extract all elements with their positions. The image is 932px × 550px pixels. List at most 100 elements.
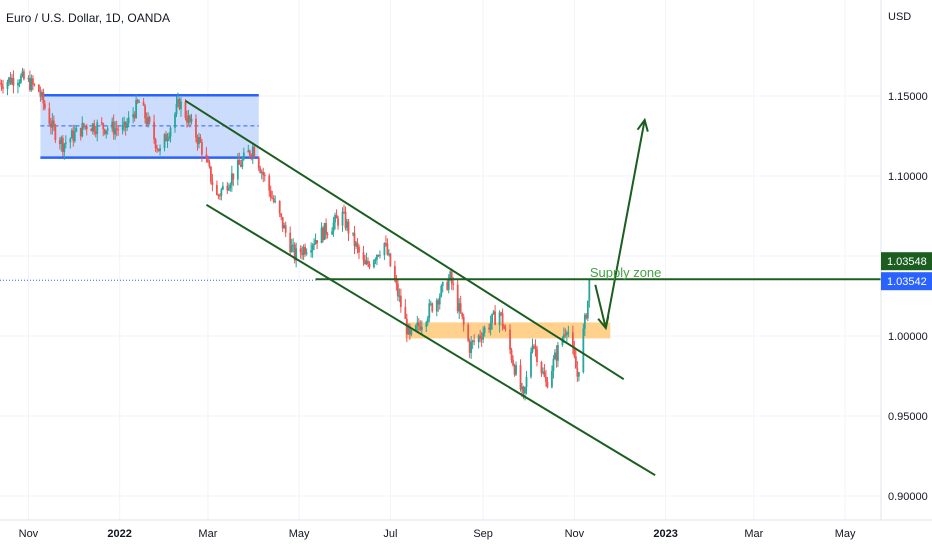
- lower-channel-line: [205, 203, 656, 477]
- candle-body: [343, 211, 345, 213]
- candle-body: [555, 352, 558, 361]
- candle-body: [331, 231, 333, 235]
- candle-body: [468, 340, 471, 353]
- candle-body: [229, 184, 232, 189]
- candle-body: [503, 326, 505, 329]
- candle-body: [42, 92, 45, 104]
- candle-body: [494, 311, 496, 326]
- candle-body: [154, 139, 157, 149]
- candle-body: [477, 335, 480, 342]
- candle-body: [96, 122, 99, 134]
- candle-body: [301, 252, 304, 256]
- candle-body: [169, 127, 172, 137]
- x-tick-label: Nov: [565, 528, 585, 540]
- candle-body: [177, 99, 179, 104]
- candle-body: [2, 86, 4, 89]
- candle-body: [396, 283, 399, 297]
- candle-body: [124, 121, 127, 128]
- candle-body: [576, 368, 579, 377]
- candle-body: [27, 78, 30, 80]
- candle-body: [283, 225, 286, 229]
- candle-body: [69, 138, 72, 143]
- candle-body: [353, 232, 356, 247]
- candle-body: [428, 303, 431, 319]
- candle-body: [268, 175, 271, 191]
- candle-body: [94, 132, 97, 134]
- candle-body: [449, 271, 452, 280]
- candle-body: [201, 142, 203, 155]
- candle-body: [73, 131, 76, 142]
- currency-label: USD: [888, 11, 911, 23]
- candle-body: [471, 340, 474, 343]
- y-tick-label: 1.15000: [888, 91, 928, 103]
- candle-body: [440, 285, 443, 297]
- candle-body: [6, 81, 9, 89]
- candle-body: [480, 338, 483, 340]
- candle-body: [284, 225, 287, 233]
- candle-body: [136, 99, 139, 103]
- candle-body: [524, 387, 526, 394]
- y-axis-labels: 1.150001.100001.050001.000000.950000.900…: [888, 91, 928, 503]
- candle-body: [346, 221, 348, 229]
- x-tick-label: Mar: [744, 528, 763, 540]
- candle-body: [521, 386, 523, 390]
- candle-body: [91, 123, 94, 132]
- candle-body: [142, 101, 145, 106]
- candle-body: [156, 148, 158, 150]
- candle-body: [456, 284, 459, 312]
- candle-body: [135, 99, 138, 118]
- candle-body: [404, 306, 407, 319]
- candle-body: [195, 118, 197, 138]
- candle-body: [63, 143, 66, 152]
- candle-body: [389, 253, 392, 267]
- candle-body: [215, 184, 218, 195]
- candle-body: [82, 123, 85, 128]
- candle-body: [281, 216, 284, 229]
- candle-body: [163, 134, 166, 149]
- candle-body: [159, 148, 161, 152]
- grid: [0, 0, 881, 520]
- projection-arrow-shaft: [604, 119, 646, 329]
- candle-body: [530, 351, 532, 377]
- candle-body: [12, 77, 15, 86]
- candle-body: [0, 83, 3, 87]
- candle-body: [310, 250, 313, 253]
- candle-body: [210, 166, 212, 182]
- x-tick-label: Jul: [383, 528, 397, 540]
- candle-body: [250, 155, 253, 157]
- candle-body: [462, 316, 465, 325]
- candle-body: [90, 129, 93, 132]
- candle-body: [513, 365, 516, 375]
- candle-body: [420, 327, 423, 330]
- candle-body: [467, 324, 470, 341]
- candle-body: [510, 349, 513, 361]
- candle-body: [355, 242, 357, 247]
- candle-body: [332, 222, 335, 232]
- candle-body: [79, 127, 82, 137]
- candle-body: [398, 295, 401, 297]
- candle-body: [272, 198, 275, 202]
- candle-body: [85, 126, 88, 130]
- candle-body: [500, 312, 502, 314]
- candle-body: [51, 120, 54, 128]
- candle-body: [248, 150, 251, 156]
- candle-body: [450, 271, 453, 284]
- candle-body: [242, 152, 245, 160]
- last-price-label-bg: [881, 272, 932, 291]
- candle-body: [385, 243, 387, 245]
- candle-body: [280, 213, 283, 217]
- candle-body: [253, 146, 256, 158]
- candle-body: [459, 303, 462, 313]
- supply-zone-label: Supply zone: [590, 265, 662, 280]
- candle-body: [299, 248, 302, 253]
- candle-body: [102, 123, 105, 130]
- candle-body: [295, 248, 298, 261]
- candle-body: [565, 332, 568, 335]
- candle-body: [489, 323, 492, 330]
- candle-body: [52, 120, 55, 127]
- y-tick-label: 0.95000: [888, 411, 928, 423]
- candle-body: [208, 162, 211, 167]
- y-tick-label: 1.10000: [888, 171, 928, 183]
- candle-body: [111, 121, 114, 129]
